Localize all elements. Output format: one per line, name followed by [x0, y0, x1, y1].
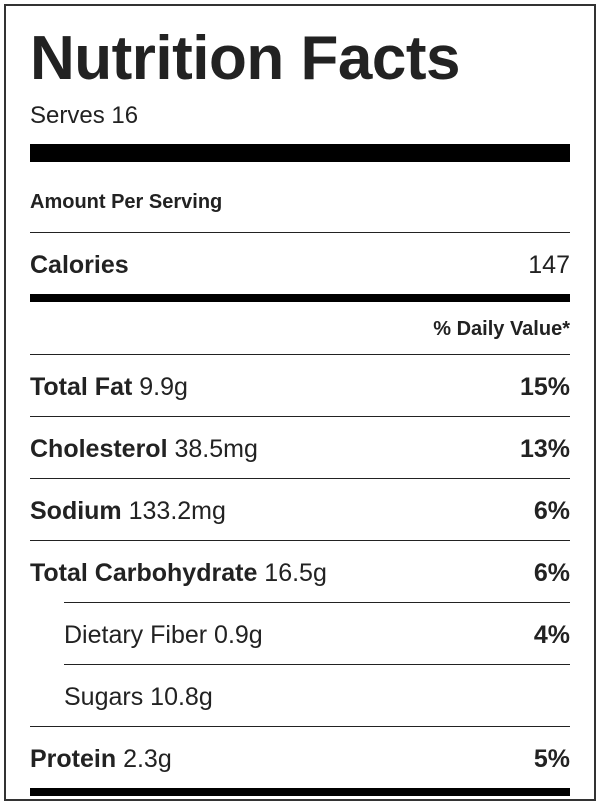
nutrient-row-total-fat: Total Fat 9.9g 15%: [30, 370, 570, 404]
nutrient-name: Sugars: [64, 682, 144, 711]
nutrient-name-amount: Dietary Fiber 0.9g: [64, 621, 263, 650]
nutrient-name: Protein: [30, 744, 117, 773]
nutrient-row-sugars: Sugars 10.8g: [64, 680, 570, 714]
indented-divider: [64, 664, 570, 665]
divider: [30, 416, 570, 417]
nutrient-daily-value: 6%: [533, 558, 570, 587]
divider: [30, 232, 570, 233]
nutrient-name: Sodium: [30, 496, 122, 525]
nutrient-name-amount: Protein 2.3g: [30, 745, 172, 774]
nutrient-amount: 0.9g: [214, 620, 263, 649]
calories-row: Calories 147: [30, 248, 570, 282]
nutrient-row-sodium: Sodium 133.2mg 6%: [30, 494, 570, 528]
nutrient-amount: 16.5g: [264, 558, 327, 587]
nutrient-name: Cholesterol: [30, 434, 168, 463]
nutrient-name: Total Fat: [30, 372, 133, 401]
nutrient-row-protein: Protein 2.3g 5%: [30, 742, 570, 776]
nutrient-daily-value: 4%: [533, 620, 570, 649]
nutrient-row-dietary-fiber: Dietary Fiber 0.9g 4%: [64, 618, 570, 652]
divider: [30, 540, 570, 541]
nutrient-name-amount: Sodium 133.2mg: [30, 497, 226, 526]
nutrient-daily-value: 6%: [533, 496, 570, 525]
nutrient-amount: 9.9g: [139, 372, 188, 401]
nutrient-name-amount: Cholesterol 38.5mg: [30, 435, 258, 464]
nutrient-amount: 38.5mg: [174, 434, 258, 463]
divider: [30, 726, 570, 727]
divider: [30, 478, 570, 479]
daily-value-header-row: % Daily Value*: [30, 316, 570, 342]
nutrient-row-cholesterol: Cholesterol 38.5mg 13%: [30, 432, 570, 466]
nutrient-daily-value: 15%: [519, 372, 570, 401]
nutrient-name: Dietary Fiber: [64, 620, 208, 649]
nutrient-daily-value: 13%: [519, 434, 570, 463]
divider: [30, 354, 570, 355]
nutrient-amount: 2.3g: [123, 744, 172, 773]
calories-label: Calories: [30, 250, 129, 279]
nutrient-name: Total Carbohydrate: [30, 558, 258, 587]
indented-divider: [64, 602, 570, 603]
daily-value-header: % Daily Value*: [433, 317, 570, 340]
amount-per-serving-label: Amount Per Serving: [30, 190, 223, 213]
nutrient-name-amount: Total Fat 9.9g: [30, 373, 188, 402]
label-title: Nutrition Facts: [30, 24, 460, 93]
label-content: Nutrition Facts Serves 16 Amount Per Ser…: [30, 6, 570, 799]
nutrient-amount: 133.2mg: [128, 496, 226, 525]
thick-divider: [30, 144, 570, 162]
bottom-divider: [30, 788, 570, 796]
nutrient-daily-value: 5%: [533, 744, 570, 773]
nutrition-facts-label: Nutrition Facts Serves 16 Amount Per Ser…: [4, 4, 596, 801]
nutrient-name-amount: Sugars 10.8g: [64, 683, 213, 712]
nutrient-name-amount: Total Carbohydrate 16.5g: [30, 559, 327, 588]
nutrient-row-total-carbohydrate: Total Carbohydrate 16.5g 6%: [30, 556, 570, 590]
servings-count: Serves 16: [30, 102, 139, 129]
nutrient-amount: 10.8g: [150, 682, 213, 711]
calories-value: 147: [528, 250, 570, 279]
medium-divider: [30, 294, 570, 302]
amount-per-serving-row: Amount Per Serving: [30, 190, 570, 214]
